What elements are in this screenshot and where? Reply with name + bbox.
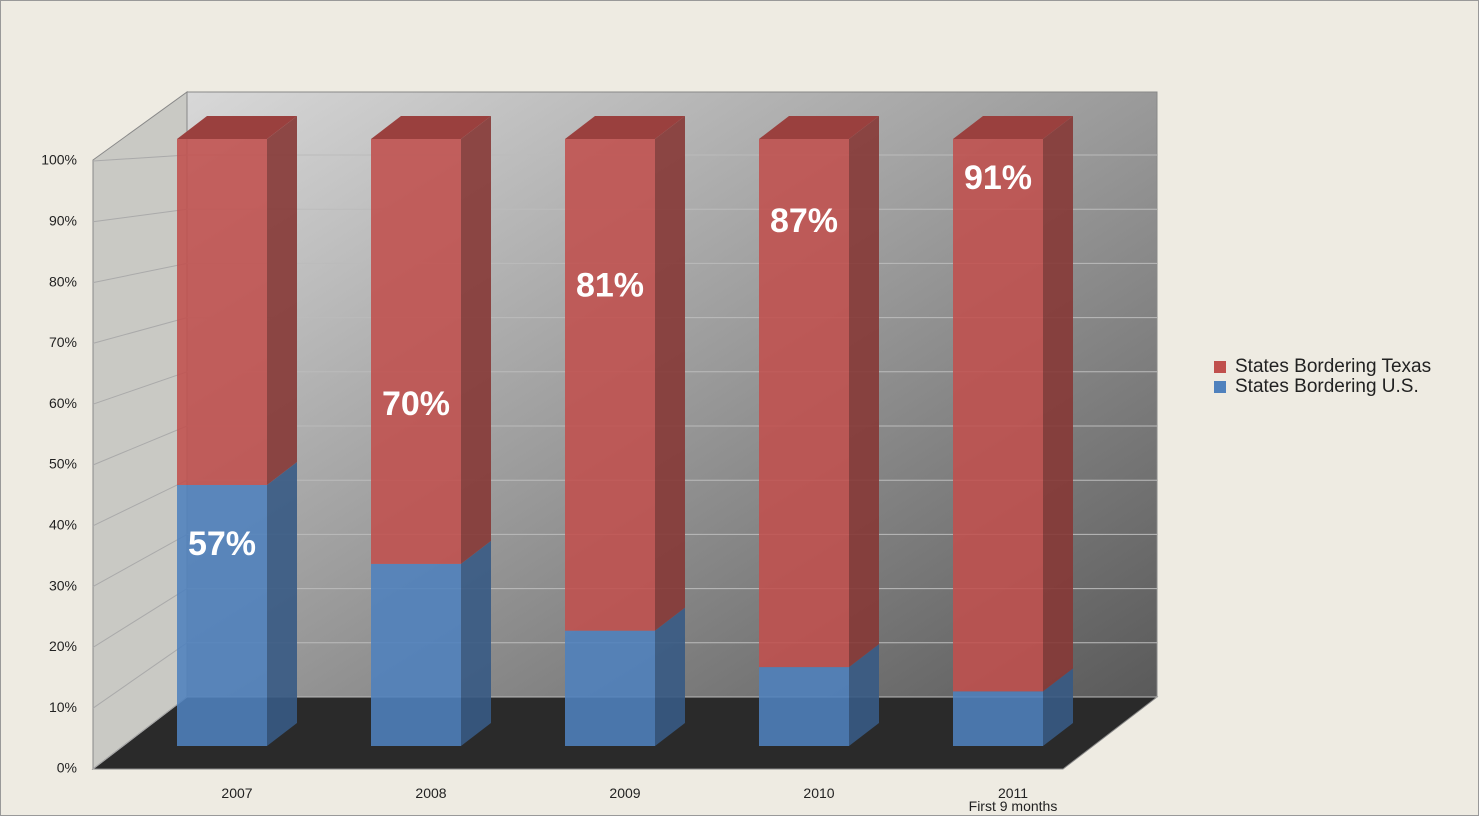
- bar-side: [1043, 668, 1073, 746]
- bar-side: [1043, 116, 1073, 692]
- data-label: 87%: [770, 202, 838, 240]
- bar: [953, 139, 1043, 692]
- y-tick-label: 70%: [49, 334, 77, 350]
- y-tick-label: 100%: [41, 152, 77, 168]
- grid-line: [92, 642, 188, 709]
- bar-side: [849, 116, 879, 668]
- bar-side: [655, 116, 685, 631]
- grid-line: [92, 479, 188, 527]
- grid-line: [92, 371, 188, 405]
- bar: [371, 139, 461, 564]
- bar: [759, 139, 849, 668]
- legend-swatch: [1214, 381, 1226, 393]
- y-tick-label: 10%: [49, 699, 77, 715]
- grid-line: [92, 425, 188, 466]
- legend-swatch: [1214, 361, 1226, 373]
- bar-top: [759, 116, 879, 139]
- data-label: 91%: [964, 159, 1032, 197]
- bar: [565, 630, 655, 746]
- data-label: 70%: [382, 385, 450, 423]
- x-tick-label: 2008: [415, 785, 447, 801]
- bar-top: [177, 116, 297, 139]
- grid-line: [92, 262, 188, 284]
- bar-top: [953, 116, 1073, 139]
- bar-side: [849, 644, 879, 746]
- bar: [565, 139, 655, 631]
- bar: [759, 667, 849, 746]
- grid-line: [92, 588, 188, 648]
- grid-line: [92, 154, 188, 162]
- x-tick-label: 2009: [609, 785, 641, 801]
- x-tick-label: 2007: [221, 785, 253, 801]
- y-tick-label: 0%: [57, 760, 77, 776]
- bar: [953, 691, 1043, 746]
- bar: [371, 563, 461, 746]
- legend-label: States Bordering Texas: [1235, 356, 1431, 377]
- data-label: 81%: [576, 267, 644, 305]
- side-wall: [92, 91, 188, 771]
- bar-top: [371, 116, 491, 139]
- bar: [177, 484, 267, 746]
- bar-side: [267, 461, 297, 746]
- bar-side: [267, 116, 297, 485]
- y-tick-label: 60%: [49, 395, 77, 411]
- legend-label: States Bordering U.S.: [1235, 376, 1419, 397]
- bar: [177, 139, 267, 485]
- grid-line: [92, 317, 188, 344]
- grid-line: [92, 208, 188, 223]
- bar-side: [461, 116, 491, 564]
- y-tick-label: 50%: [49, 456, 77, 472]
- x-tick-label: 2010: [803, 785, 835, 801]
- y-tick-label: 40%: [49, 517, 77, 533]
- y-tick-label: 20%: [49, 638, 77, 654]
- bar-top: [565, 116, 685, 139]
- x-tick-label: 2011 First 9 months: [968, 785, 1058, 814]
- data-label: 57%: [188, 525, 256, 563]
- y-tick-label: 90%: [49, 213, 77, 229]
- y-tick-label: 80%: [49, 273, 77, 289]
- y-tick-label: 30%: [49, 577, 77, 593]
- grid-line: [92, 533, 188, 588]
- bar-side: [461, 540, 491, 746]
- grid-line: [92, 696, 188, 770]
- bar-side: [655, 607, 685, 746]
